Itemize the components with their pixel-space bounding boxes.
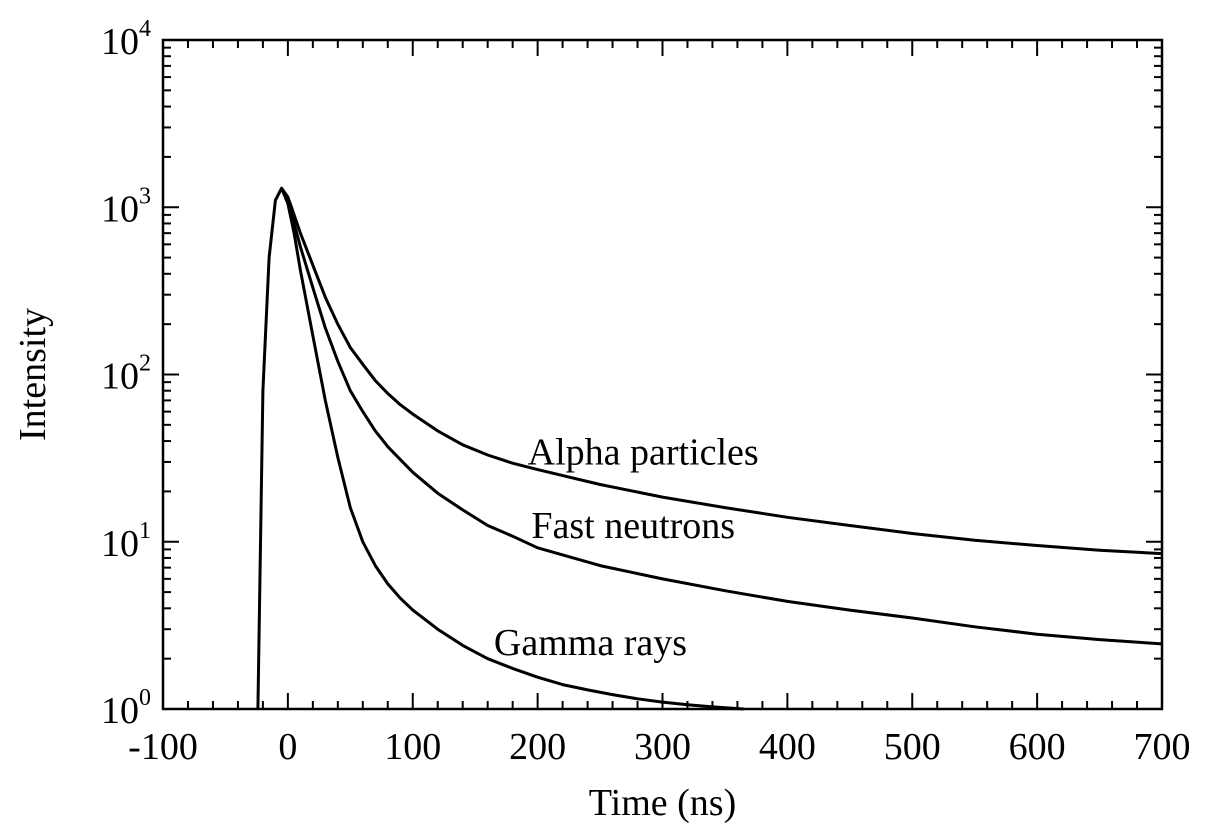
x-tick-label: 500 xyxy=(884,726,941,768)
y-tick-label: 100 xyxy=(101,685,151,732)
x-tick-label: 600 xyxy=(1009,726,1066,768)
x-tick-label: 300 xyxy=(634,726,691,768)
series-label-gamma-rays: Gamma rays xyxy=(494,622,687,664)
y-tick-label: 104 xyxy=(101,16,151,63)
ticks-layer xyxy=(162,39,1163,710)
y-tick-label: 102 xyxy=(101,351,151,398)
x-tick-label: -100 xyxy=(128,726,198,768)
y-tick-label: 101 xyxy=(101,518,151,565)
x-axis-label: Time (ns) xyxy=(589,782,736,824)
series-line-fast-neutrons xyxy=(280,187,1163,646)
x-tick-label: 400 xyxy=(759,726,816,768)
series-label-fast-neutrons: Fast neutrons xyxy=(531,505,735,547)
labels-layer: -100 0 100 200 300 400 500 600 700 100 101 102 103 10… xyxy=(101,16,1191,768)
series-line-gamma-rays xyxy=(280,187,744,711)
x-tick-label: 700 xyxy=(1134,726,1191,768)
y-tick-label: 103 xyxy=(101,183,151,230)
series-label-alpha-particles: Alpha particles xyxy=(528,431,759,473)
plot-frame xyxy=(161,38,1164,711)
y-axis-label: Intensity xyxy=(12,308,54,441)
x-tick-label: 0 xyxy=(278,726,297,768)
series-layer xyxy=(256,186,1163,711)
x-tick-label: 200 xyxy=(509,726,566,768)
x-tick-label: 100 xyxy=(384,726,441,768)
